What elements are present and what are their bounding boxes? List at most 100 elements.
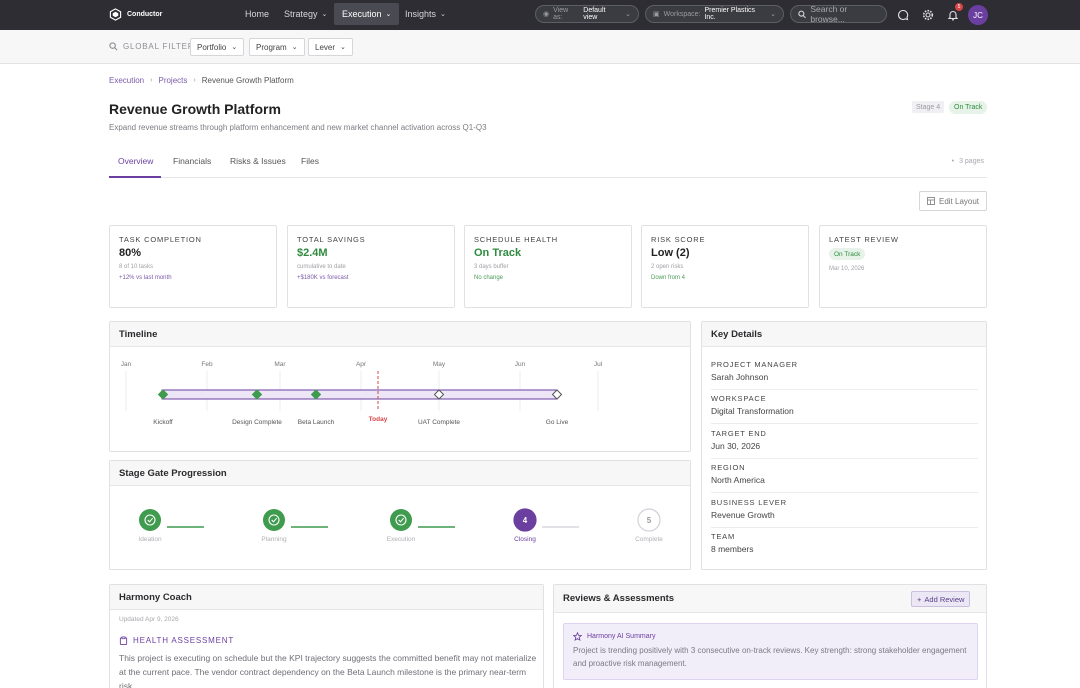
lever-filter[interactable]: Lever ⌄	[308, 38, 353, 56]
month-label: Mar	[274, 361, 286, 368]
stage-badge: Stage 4	[912, 101, 945, 113]
detail-key: REGION	[711, 463, 746, 472]
nav-execution-label: Execution	[342, 9, 382, 19]
program-filter-label: Program	[256, 42, 287, 52]
program-filter[interactable]: Program ⌄	[249, 38, 305, 56]
workspace-select[interactable]: ▣ Workspace: Premier Plastics Inc. ⌄	[645, 5, 784, 23]
chat-button[interactable]	[895, 7, 911, 23]
detail-key: PROJECT MANAGER	[711, 360, 798, 369]
nav-insights[interactable]: Insights ⌄	[397, 3, 454, 25]
month-label: Jan	[121, 361, 132, 368]
nav-home[interactable]: Home	[237, 3, 277, 25]
harmony-coach-panel: Harmony Coach Updated Apr 9, 2026 HEALTH…	[109, 584, 544, 688]
tab-risks-issues[interactable]: Risks & Issues	[230, 156, 286, 166]
reviews-panel: Reviews & Assessments + Add Review Harmo…	[553, 584, 987, 688]
view-as-select[interactable]: ◉ View as: Default view ⌄	[535, 5, 639, 23]
workspace-label: Workspace:	[663, 10, 701, 18]
nav-insights-label: Insights	[405, 9, 437, 19]
stage-label-execution: Execution	[386, 536, 416, 543]
health-assessment-text: This project is executing on schedule bu…	[119, 653, 537, 688]
gear-icon	[922, 9, 934, 21]
notifications-button[interactable]	[945, 7, 961, 23]
kpi-label: TASK COMPLETION	[119, 235, 202, 244]
settings-button[interactable]	[920, 7, 936, 23]
tab-overview[interactable]: Overview	[118, 156, 154, 166]
milestone-label: Beta Launch	[298, 419, 335, 426]
add-review-button[interactable]: + Add Review	[911, 591, 971, 607]
stage-number: 4	[523, 516, 528, 525]
kpi-value: Low (2)	[651, 247, 690, 259]
review-status-badge: On Track	[829, 248, 866, 260]
check-circle-icon	[395, 514, 407, 526]
detail-project-manager: PROJECT MANAGER Sarah Johnson	[711, 360, 978, 390]
month-label: Feb	[201, 361, 213, 368]
view-as-value: Default view	[583, 7, 606, 21]
stage-done-marker	[139, 509, 161, 531]
detail-key: BUSINESS LEVER	[711, 498, 787, 507]
conductor-logo-icon	[109, 8, 122, 21]
edit-layout-button[interactable]: Edit Layout	[919, 191, 987, 211]
plus-icon: +	[917, 594, 922, 604]
kpi-value: $2.4M	[297, 247, 328, 259]
global-filters-label: GLOBAL FILTERS	[109, 42, 200, 51]
milestone-marker[interactable]	[551, 389, 563, 400]
kpi-total-savings: TOTAL SAVINGS $2.4M cumulative to date +…	[287, 225, 455, 308]
milestone-label: Kickoff	[153, 419, 173, 426]
kpi-value: On Track	[474, 247, 522, 259]
stage-number-marker	[513, 508, 537, 532]
page-count-text: 3 pages	[959, 158, 984, 165]
building-icon: ▣	[653, 11, 660, 18]
detail-value: Sarah Johnson	[711, 372, 769, 382]
detail-value: 8 members	[711, 544, 754, 554]
status-badge: On Track	[949, 101, 988, 114]
layout-icon	[927, 197, 935, 205]
check-icon	[147, 517, 154, 523]
chevron-down-icon: ⌄	[231, 44, 238, 51]
detail-key: WORKSPACE	[711, 394, 767, 403]
stage-label-planning: Planning	[261, 536, 287, 543]
key-details-title: Key Details	[702, 322, 986, 347]
kpi-detail: cumulative to date	[297, 264, 346, 270]
edit-layout-label: Edit Layout	[938, 196, 980, 206]
nav-execution[interactable]: Execution ⌄	[334, 3, 400, 25]
page-title: Revenue Growth Platform	[109, 101, 281, 117]
milestone-marker[interactable]	[251, 389, 263, 400]
coach-updated: Updated Apr 9, 2026	[119, 616, 179, 623]
breadcrumb-execution[interactable]: Execution	[109, 76, 145, 85]
star-icon	[573, 632, 582, 641]
app-logo[interactable]: Conductor	[109, 8, 162, 21]
milestone-marker[interactable]	[433, 389, 445, 400]
kpi-schedule-health: SCHEDULE HEALTH On Track 3 days buffer N…	[464, 225, 632, 308]
detail-value: North America	[711, 475, 765, 485]
project-tabs: Overview Financials Risks & Issues Files…	[109, 150, 987, 178]
tab-financials[interactable]: Financials	[173, 156, 212, 166]
ai-summary-heading: Harmony AI Summary	[573, 632, 655, 641]
kpi-trend: +$180K vs forecast	[297, 275, 349, 281]
portfolio-filter[interactable]: Portfolio ⌄	[190, 38, 245, 56]
global-search[interactable]: Search or browse...	[790, 4, 887, 24]
milestone-label: Design Complete	[232, 419, 282, 426]
chevron-down-icon: ⌄	[340, 44, 346, 51]
nav-strategy[interactable]: Strategy ⌄	[276, 3, 335, 25]
user-avatar[interactable]: JC	[968, 5, 988, 25]
breadcrumb-projects[interactable]: Projects	[158, 76, 188, 85]
breadcrumb: Execution › Projects › Revenue Growth Pl…	[109, 76, 294, 85]
tab-files[interactable]: Files	[301, 156, 319, 166]
harmony-coach-title: Harmony Coach	[110, 585, 543, 610]
top-nav-bar: Conductor Home Strategy ⌄ Execution ⌄ Insi…	[0, 0, 1080, 30]
search-icon	[798, 10, 806, 18]
workspace-value: Premier Plastics Inc.	[704, 7, 756, 21]
bell-icon	[947, 11, 959, 21]
month-label: Jul	[594, 361, 603, 368]
stage-number: 5	[647, 516, 652, 525]
key-details-panel: Key Details PROJECT MANAGER Sarah Johnson…	[701, 321, 987, 570]
detail-key: TEAM	[711, 532, 736, 541]
milestone-marker[interactable]	[310, 389, 322, 400]
kpi-risk-score: RISK SCORE Low (2) 2 open risks Down fro…	[641, 225, 809, 308]
kpi-label: TOTAL SAVINGS	[297, 235, 366, 244]
kpi-detail: 8 of 10 tasks	[119, 264, 154, 270]
kpi-value: 80%	[119, 247, 142, 259]
milestone-marker[interactable]	[157, 389, 169, 400]
